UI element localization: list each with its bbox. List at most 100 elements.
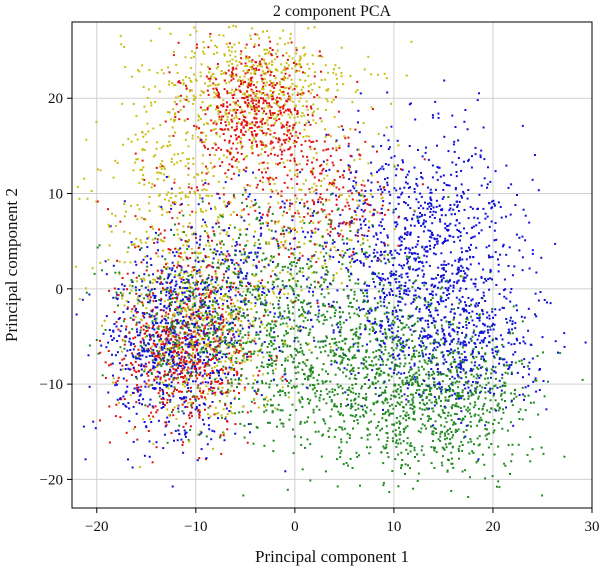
scatter-point xyxy=(455,402,458,405)
scatter-point xyxy=(268,62,271,65)
scatter-point xyxy=(191,341,194,344)
scatter-point xyxy=(475,373,478,376)
scatter-point xyxy=(456,369,458,372)
scatter-point xyxy=(240,123,243,126)
scatter-point xyxy=(463,405,466,408)
scatter-point xyxy=(343,367,346,370)
scatter-point xyxy=(286,134,288,137)
scatter-point xyxy=(240,83,242,86)
scatter-point xyxy=(374,377,377,380)
scatter-point xyxy=(185,84,187,87)
scatter-point xyxy=(443,334,446,337)
scatter-point xyxy=(382,168,385,171)
scatter-point xyxy=(195,128,198,131)
scatter-point xyxy=(498,358,501,361)
scatter-point xyxy=(455,273,458,276)
scatter-point xyxy=(152,294,155,297)
scatter-point xyxy=(226,329,229,332)
scatter-point xyxy=(348,178,351,181)
scatter-point xyxy=(430,425,433,428)
scatter-point xyxy=(203,287,206,290)
scatter-point xyxy=(307,27,310,30)
scatter-point xyxy=(270,71,273,74)
scatter-point xyxy=(297,326,300,329)
scatter-point xyxy=(217,340,220,343)
scatter-point xyxy=(494,346,497,349)
scatter-point xyxy=(348,275,351,278)
scatter-point xyxy=(425,261,428,264)
scatter-point xyxy=(373,256,376,259)
scatter-point xyxy=(423,281,426,284)
scatter-point xyxy=(485,369,488,372)
scatter-point xyxy=(500,393,503,396)
scatter-point xyxy=(149,299,152,302)
scatter-point xyxy=(433,427,436,429)
scatter-point xyxy=(350,403,353,405)
scatter-point xyxy=(239,324,242,327)
scatter-point xyxy=(173,254,176,257)
scatter-point xyxy=(127,458,129,461)
scatter-point xyxy=(119,346,122,349)
scatter-point xyxy=(447,388,450,391)
scatter-point xyxy=(424,201,426,204)
scatter-point xyxy=(412,213,415,216)
scatter-point xyxy=(359,289,362,292)
scatter-point xyxy=(235,25,238,28)
scatter-point xyxy=(376,339,379,342)
scatter-point xyxy=(246,104,249,106)
scatter-point xyxy=(198,457,201,460)
scatter-point xyxy=(136,389,139,391)
scatter-point xyxy=(462,361,465,364)
scatter-point xyxy=(307,121,310,124)
scatter-point xyxy=(186,390,188,393)
scatter-point xyxy=(355,214,358,217)
scatter-point xyxy=(408,290,411,293)
scatter-point xyxy=(434,284,437,287)
scatter-point xyxy=(309,191,312,194)
scatter-point xyxy=(400,276,403,279)
scatter-point xyxy=(104,361,107,364)
scatter-point xyxy=(221,128,224,131)
scatter-point xyxy=(326,100,329,103)
scatter-point xyxy=(238,265,241,268)
scatter-point xyxy=(198,413,201,416)
scatter-point xyxy=(288,205,291,208)
scatter-point xyxy=(510,400,513,403)
scatter-point xyxy=(243,258,246,261)
scatter-point xyxy=(280,98,283,101)
scatter-point xyxy=(494,308,497,311)
scatter-point xyxy=(397,371,400,374)
scatter-point xyxy=(443,333,446,335)
scatter-point xyxy=(468,341,470,344)
scatter-point xyxy=(250,302,253,305)
scatter-point xyxy=(101,324,103,327)
scatter-point xyxy=(265,102,268,105)
scatter-point xyxy=(360,405,363,408)
scatter-point xyxy=(293,340,296,343)
scatter-point xyxy=(296,365,299,368)
scatter-point xyxy=(304,316,307,319)
scatter-point xyxy=(440,386,443,389)
scatter-point xyxy=(408,444,411,447)
scatter-point xyxy=(287,307,290,310)
scatter-point xyxy=(274,230,277,233)
scatter-point xyxy=(264,144,267,147)
scatter-point xyxy=(298,132,301,135)
scatter-point xyxy=(177,376,179,379)
scatter-point xyxy=(224,260,227,263)
scatter-point xyxy=(218,338,221,341)
scatter-point xyxy=(258,317,261,320)
scatter-point xyxy=(252,442,255,445)
scatter-point xyxy=(128,284,131,287)
scatter-point xyxy=(470,367,472,370)
scatter-point xyxy=(403,354,406,357)
scatter-point xyxy=(176,377,179,380)
scatter-point xyxy=(201,154,204,157)
scatter-point xyxy=(364,393,367,396)
scatter-point xyxy=(273,112,276,115)
scatter-point xyxy=(422,355,425,358)
scatter-point xyxy=(168,292,171,295)
scatter-point xyxy=(111,339,114,341)
scatter-point xyxy=(371,369,374,372)
scatter-point xyxy=(387,456,390,459)
